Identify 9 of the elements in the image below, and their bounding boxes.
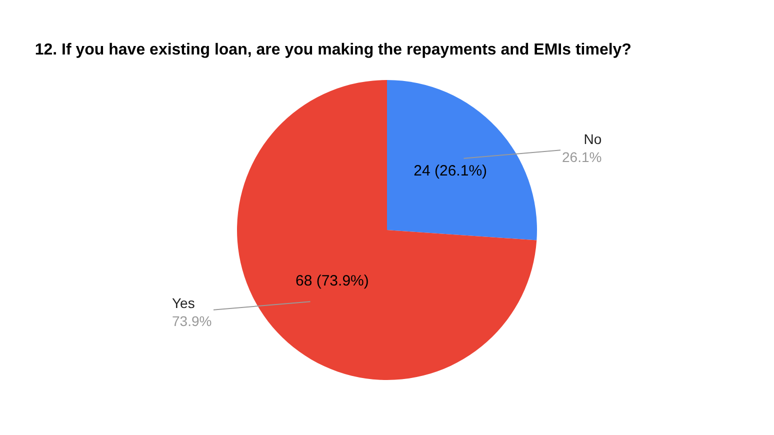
- pie-slice: [237, 80, 537, 380]
- slice-label: Yes: [172, 295, 195, 311]
- data-label: 68 (73.9%): [296, 272, 369, 290]
- text: 73.9%: [172, 313, 212, 330]
- text: 26.1%: [562, 149, 602, 166]
- pie-slice: [387, 80, 537, 240]
- slice-label: No: [584, 131, 602, 147]
- chart-title: 12. If you have existing loan, are you making the repayments and EMIs timely?: [34, 42, 632, 59]
- data-label: 24 (26.1%): [414, 162, 488, 180]
